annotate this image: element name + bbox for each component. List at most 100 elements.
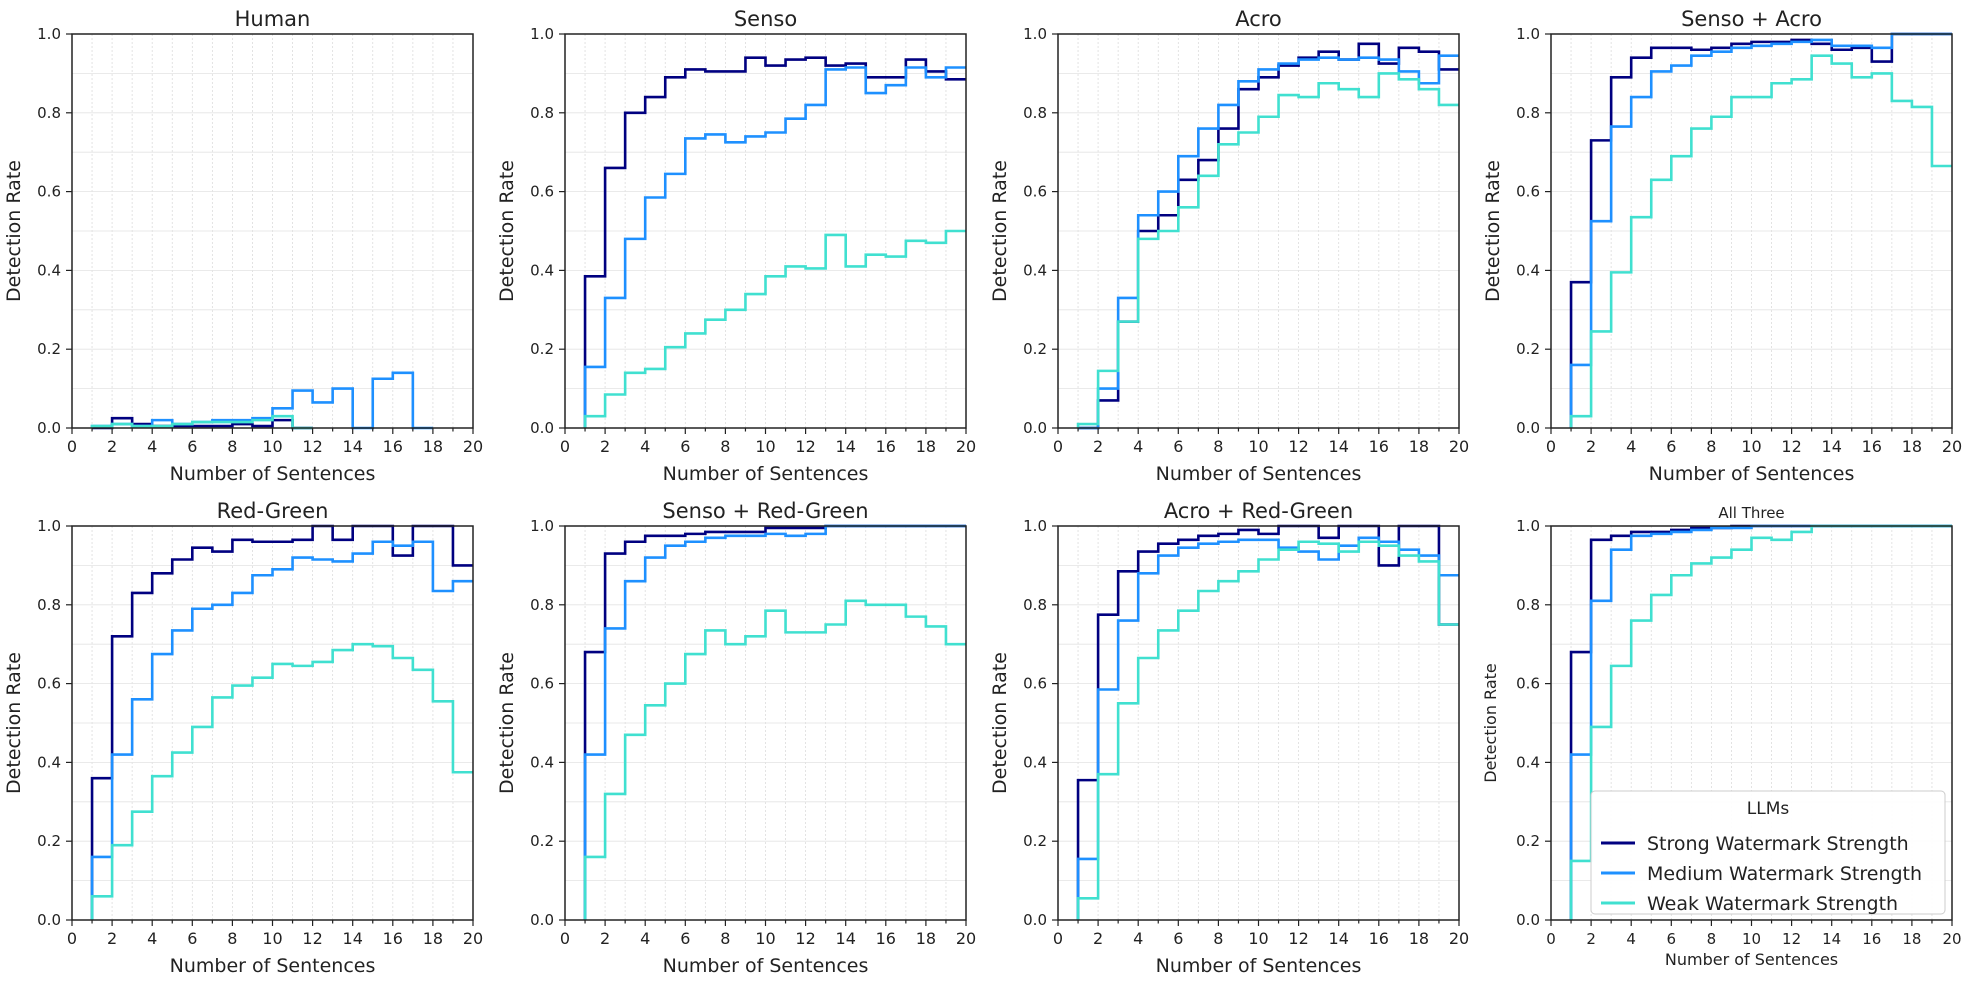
x-tick-label: 2 bbox=[1093, 929, 1103, 948]
y-tick-label: 0.6 bbox=[530, 183, 554, 201]
y-tick-label: 1.0 bbox=[37, 25, 61, 43]
x-tick-label: 0 bbox=[560, 929, 570, 948]
y-tick-label: 0.6 bbox=[530, 675, 554, 693]
x-tick-label: 20 bbox=[1942, 437, 1962, 456]
panel-acro: 0 2 4 6 8 10 12 14 16 18 20 0.0 0.2 0.4 0.6 0.8 1.0 Acro N… bbox=[989, 7, 1469, 485]
x-tick-label: 14 bbox=[343, 929, 363, 948]
x-tick-label: 20 bbox=[463, 929, 483, 948]
y-tick-label: 0.0 bbox=[37, 911, 61, 929]
x-tick-label: 20 bbox=[956, 437, 976, 456]
x-tick-label: 2 bbox=[600, 437, 610, 456]
x-tick-label: 4 bbox=[1626, 930, 1636, 948]
x-tick-label: 14 bbox=[1329, 929, 1349, 948]
y-tick-label: 0.8 bbox=[1023, 596, 1047, 614]
legend: LLMs Strong Watermark Strength Medium Wate… bbox=[1590, 790, 1946, 915]
y-tick-label: 0.4 bbox=[530, 261, 554, 279]
x-tick-label: 18 bbox=[1409, 437, 1429, 456]
panel-senso: 0 2 4 6 8 10 12 14 16 18 20 0.0 0.2 0.4 0.6 0.8 1.0 Senso… bbox=[496, 7, 976, 485]
x-tick-label: 10 bbox=[755, 929, 775, 948]
y-tick-label: 0.6 bbox=[1023, 675, 1047, 693]
x-tick-label: 2 bbox=[600, 929, 610, 948]
x-tick-label: 16 bbox=[1369, 929, 1389, 948]
y-tick-label: 0.6 bbox=[1516, 183, 1540, 201]
panel-red-green: 0 2 4 6 8 10 12 14 16 18 20 0.0 0.2 0.4 0.6 0.8 1.0 Red-G… bbox=[3, 499, 483, 977]
x-tick-label: 2 bbox=[107, 929, 117, 948]
y-tick-label: 0.8 bbox=[1516, 596, 1540, 614]
legend-title: LLMs bbox=[1747, 799, 1790, 819]
legend-box bbox=[1590, 790, 1946, 915]
x-tick-label: 2 bbox=[107, 437, 117, 456]
x-tick-label: 20 bbox=[956, 929, 976, 948]
x-tick-label: 14 bbox=[836, 437, 856, 456]
y-tick-label: 0.0 bbox=[37, 419, 61, 437]
x-tick-label: 10 bbox=[262, 437, 282, 456]
x-tick-label: 6 bbox=[680, 437, 690, 456]
x-tick-label: 0 bbox=[560, 437, 570, 456]
x-tick-label: 14 bbox=[836, 929, 856, 948]
x-tick-label: 18 bbox=[423, 929, 443, 948]
y-axis-label: Detection Rate bbox=[3, 160, 25, 302]
x-tick-label: 16 bbox=[383, 929, 403, 948]
x-tick-label: 6 bbox=[1173, 929, 1183, 948]
x-tick-label: 18 bbox=[1902, 930, 1921, 948]
x-tick-label: 12 bbox=[302, 437, 322, 456]
y-tick-label: 0.4 bbox=[1516, 261, 1540, 279]
x-tick-label: 20 bbox=[1449, 437, 1469, 456]
y-axis-label: Detection Rate bbox=[1481, 663, 1500, 783]
panel-title: All Three bbox=[1718, 504, 1784, 522]
series-line-weak-watermark-strength bbox=[1569, 54, 1952, 428]
series-line-medium-watermark-strength bbox=[1569, 32, 1952, 428]
x-tick-label: 16 bbox=[1862, 437, 1882, 456]
x-tick-label: 14 bbox=[1822, 930, 1841, 948]
x-axis-label: Number of Sentences bbox=[663, 955, 869, 977]
x-tick-label: 0 bbox=[67, 437, 77, 456]
panel-title: Red-Green bbox=[217, 499, 329, 523]
series-line-medium-watermark-strength bbox=[583, 66, 966, 428]
y-tick-label: 1.0 bbox=[1023, 25, 1047, 43]
y-tick-label: 0.2 bbox=[1516, 340, 1540, 358]
y-tick-label: 0.6 bbox=[1516, 675, 1540, 693]
panel-title: Acro bbox=[1235, 7, 1282, 31]
series-line-weak-watermark-strength bbox=[90, 642, 473, 920]
y-tick-label: 1.0 bbox=[530, 25, 554, 43]
legend-label-medium-watermark-strength: Medium Watermark Strength bbox=[1647, 863, 1922, 885]
x-axis-label: Number of Sentences bbox=[1156, 955, 1362, 977]
x-tick-label: 8 bbox=[1707, 930, 1717, 948]
x-tick-label: 4 bbox=[640, 437, 650, 456]
y-tick-label: 0.2 bbox=[1023, 832, 1047, 850]
x-tick-label: 16 bbox=[876, 929, 896, 948]
y-tick-label: 0.4 bbox=[37, 753, 61, 771]
y-axis-label: Detection Rate bbox=[989, 652, 1011, 794]
x-tick-label: 8 bbox=[720, 929, 730, 948]
panel-title: Senso + Red-Green bbox=[662, 499, 868, 523]
series-line-weak-watermark-strength bbox=[1076, 540, 1459, 920]
panel-human: 0 2 4 6 8 10 12 14 16 18 20 0.0 0.2 0.4 0.6 0.8 1.0 Human… bbox=[3, 7, 483, 485]
legend-label-strong-watermark-strength: Strong Watermark Strength bbox=[1647, 833, 1909, 855]
x-tick-label: 8 bbox=[1213, 437, 1223, 456]
series-line-strong-watermark-strength bbox=[1076, 524, 1459, 920]
series-line-strong-watermark-strength bbox=[90, 524, 473, 920]
x-tick-label: 8 bbox=[1213, 929, 1223, 948]
y-tick-label: 0.8 bbox=[37, 596, 61, 614]
y-axis-label: Detection Rate bbox=[3, 652, 25, 794]
x-tick-label: 18 bbox=[916, 929, 936, 948]
y-tick-label: 0.0 bbox=[1023, 911, 1047, 929]
x-tick-label: 0 bbox=[1053, 437, 1063, 456]
y-tick-label: 0.4 bbox=[530, 753, 554, 771]
y-tick-label: 0.2 bbox=[37, 832, 61, 850]
x-tick-label: 12 bbox=[1288, 929, 1308, 948]
y-tick-label: 0.2 bbox=[1023, 340, 1047, 358]
x-tick-label: 6 bbox=[1173, 437, 1183, 456]
y-tick-label: 0.2 bbox=[37, 340, 61, 358]
grid bbox=[72, 34, 473, 428]
x-tick-label: 12 bbox=[1782, 930, 1801, 948]
y-tick-label: 0.6 bbox=[1023, 183, 1047, 201]
x-tick-label: 18 bbox=[916, 437, 936, 456]
x-tick-label: 10 bbox=[755, 437, 775, 456]
y-tick-label: 0.4 bbox=[1023, 753, 1047, 771]
y-tick-label: 0.2 bbox=[530, 340, 554, 358]
x-tick-label: 12 bbox=[795, 929, 815, 948]
y-axis-label: Detection Rate bbox=[496, 652, 518, 794]
x-tick-label: 4 bbox=[147, 437, 157, 456]
x-tick-label: 18 bbox=[423, 437, 443, 456]
